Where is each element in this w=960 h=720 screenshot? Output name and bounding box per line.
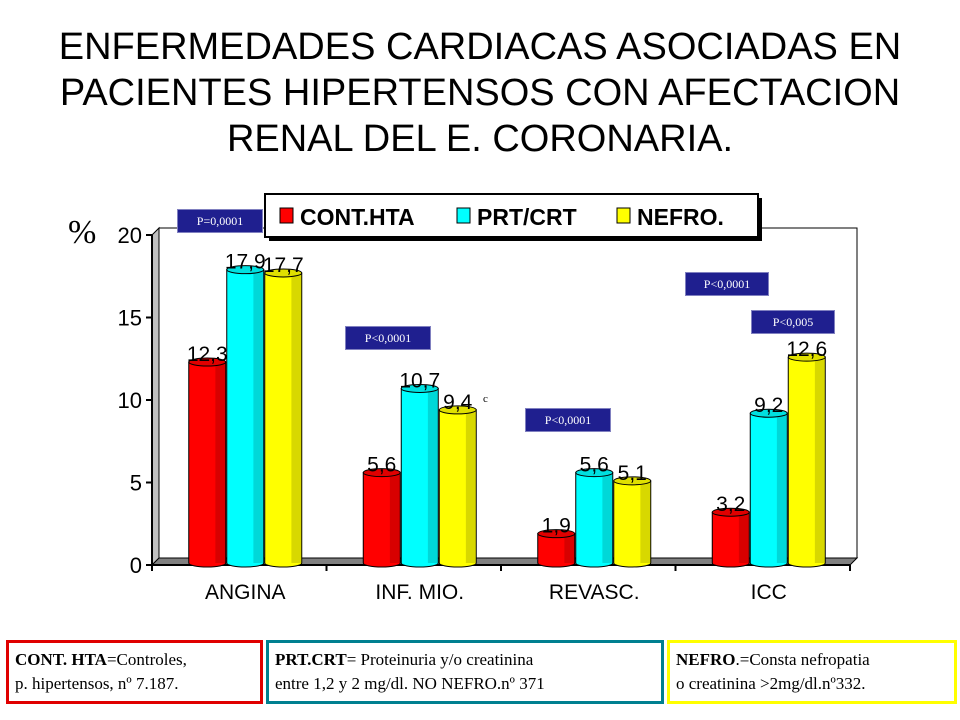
data-label: 9,4 — [443, 391, 473, 414]
bar-prt-crt-angina — [226, 265, 265, 568]
data-label: 9,2 — [754, 394, 783, 417]
bar-shade — [215, 362, 226, 563]
legend: CONT.HTA PRT/CRT NEFRO. — [264, 193, 762, 241]
bar-prt-crt-revasc — [575, 468, 614, 568]
title-line-1: ENFERMEDADES CARDIACAS ASOCIADAS EN — [58, 26, 902, 68]
bar-shade — [253, 269, 264, 563]
note-nefro-term: NEFRO — [676, 650, 736, 669]
data-label: 5,1 — [618, 462, 647, 485]
bar-prt-crt-inf-mio — [400, 383, 439, 568]
bar-top — [787, 352, 826, 362]
y-tick-label: 5 — [130, 471, 142, 496]
pvalue-icc-1: P<0,0001 — [685, 272, 769, 296]
x-tick-label: REVASC. — [549, 581, 640, 604]
x-tick-label: ANGINA — [205, 581, 286, 604]
bar-shade — [389, 472, 400, 563]
note-cont-hta-text: =Controles, — [106, 650, 187, 669]
bar-top — [537, 529, 576, 539]
data-label: 17,7 — [263, 254, 304, 277]
y-tick-label: 0 — [130, 553, 142, 578]
y-tick-label: 10 — [118, 388, 142, 413]
data-labels: 12,3 17,917,7 5,6 10,79,4 1,9 5,6 5,1 3,2 9,2 12,… — [187, 251, 827, 538]
legend-swatch — [616, 207, 631, 224]
note-nefro-text: .=Consta nefropatia — [735, 650, 870, 669]
bar-nefro-revasc — [613, 476, 652, 568]
x-tick-label: INF. MIO. — [375, 581, 464, 604]
bar-shade — [465, 409, 476, 563]
note-cont-hta: CONT. HTA=Controles, p. hipertensos, nº … — [6, 640, 263, 704]
bar-top — [226, 265, 265, 275]
note-prt-crt: PRT.CRT= Proteinuria y/o creatinina entr… — [266, 640, 664, 704]
legend-box — [264, 193, 759, 238]
legend-swatch — [456, 207, 471, 224]
bar-nefro-inf-mio — [438, 405, 477, 568]
bar-shade — [738, 512, 749, 563]
legend-swatch — [279, 207, 294, 224]
axes: 0 5 10 15 20% ANGINA INF. MIO. REVASC. ICC — [68, 214, 859, 604]
bar-shade — [602, 472, 613, 563]
bar-cont-hta-inf-mio — [362, 468, 401, 568]
bar-prt-crt-icc — [749, 408, 788, 568]
bar-top — [613, 476, 652, 486]
bar-top — [362, 468, 401, 478]
y-axis-label: % — [68, 214, 96, 251]
bar-shade — [814, 357, 825, 563]
plot-side-wall — [151, 226, 160, 567]
note-cont-hta-term: CONT. HTA — [15, 650, 107, 669]
bar-nefro-angina — [264, 268, 303, 568]
legend-label: PRT/CRT — [477, 204, 577, 230]
data-label: 12,6 — [786, 338, 827, 361]
title-line-3: RENAL DEL E. CORONARIA. — [226, 118, 734, 160]
bar-top — [749, 408, 788, 418]
data-label: 5,6 — [580, 454, 609, 477]
bar-cont-hta-angina — [188, 357, 227, 568]
note-nefro-line2: o creatinina >2mg/dl.nº332. — [676, 674, 866, 693]
bar-nefro-icc — [787, 352, 826, 568]
bar-shade — [427, 388, 438, 563]
pvalue-angina: P=0,0001 — [177, 209, 263, 233]
pvalue-inf-mio: P<0,0001 — [345, 326, 431, 350]
chart-title: ENFERMEDADES CARDIACAS ASOCIADAS EN PACI… — [0, 24, 960, 162]
note-prt-crt-term: PRT.CRT — [275, 650, 347, 669]
data-label: 17,9 — [225, 251, 266, 274]
y-tick-label: 15 — [118, 306, 142, 331]
bar-cont-hta-icc — [711, 507, 750, 568]
bar-top — [400, 383, 439, 393]
bar-top — [575, 468, 614, 478]
bar-shade — [564, 533, 575, 563]
pvalue-revasc: P<0,0001 — [525, 408, 611, 432]
pvalue-icc-2: P<0,005 — [751, 310, 835, 334]
legend-label: NEFRO. — [637, 204, 724, 230]
bar-top — [264, 268, 303, 278]
note-cont-hta-line2: p. hipertensos, nº 7.187. — [15, 674, 179, 693]
stray-mark: c — [483, 393, 488, 405]
data-label: 5,6 — [367, 454, 396, 477]
bars — [188, 265, 826, 568]
note-prt-crt-text: = Proteinuria y/o creatinina — [346, 650, 534, 669]
title-line-2: PACIENTES HIPERTENSOS CON AFECTACION — [59, 72, 901, 114]
bar-cont-hta-revasc — [537, 529, 576, 568]
bar-shade — [640, 480, 651, 563]
note-nefro: NEFRO.=Consta nefropatia o creatinina >2… — [667, 640, 957, 704]
bar-shade — [291, 272, 302, 563]
legend-label: CONT.HTA — [300, 204, 415, 230]
bar-top — [438, 405, 477, 415]
x-tick-label: ICC — [751, 581, 787, 604]
data-label: 10,7 — [399, 369, 440, 392]
bar-top — [711, 507, 750, 517]
bar-top — [188, 357, 227, 367]
y-tick-label: 20 — [118, 223, 142, 248]
bar-shade — [776, 413, 787, 563]
data-label: 12,3 — [187, 343, 228, 366]
note-prt-crt-line2: entre 1,2 y 2 mg/dl. NO NEFRO.nº 371 — [275, 674, 545, 693]
data-label: 3,2 — [716, 493, 745, 516]
data-label: 1,9 — [542, 515, 571, 538]
